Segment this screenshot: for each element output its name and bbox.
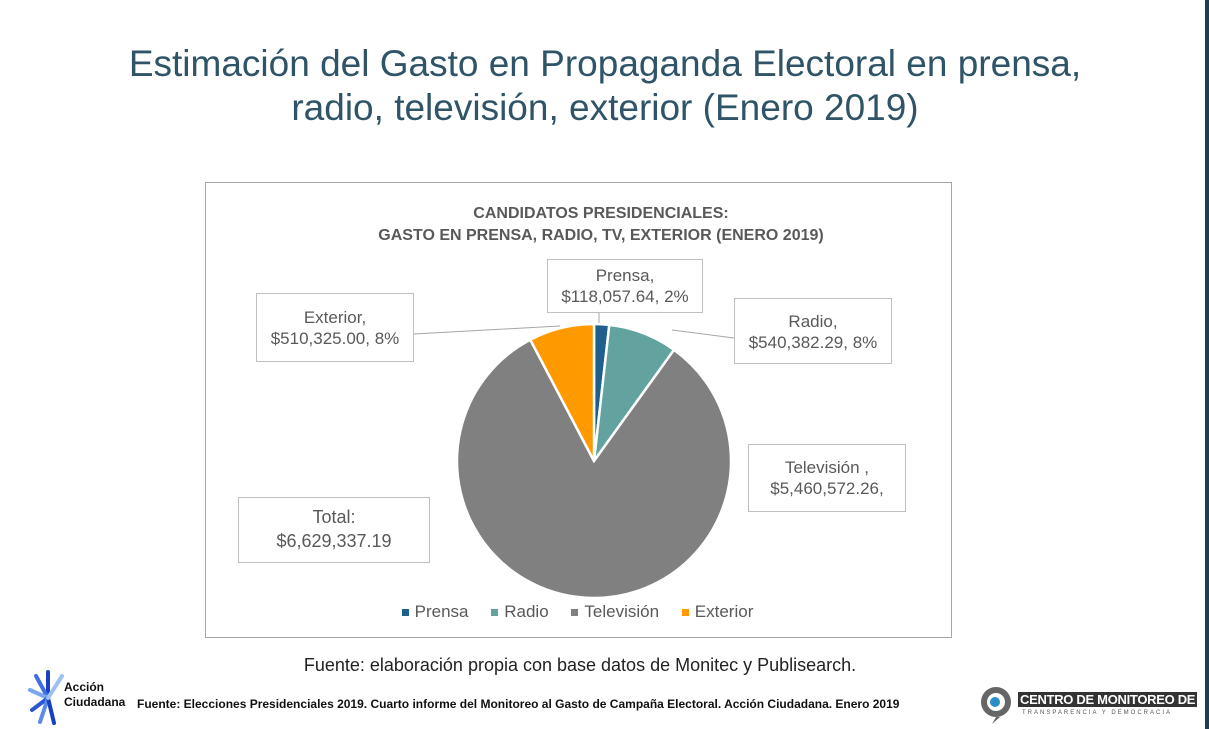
logo-text: TRANSPARENCIA Y DEMOCRACIA — [1022, 710, 1173, 716]
data-label-exterior: Exterior, $510,325.00, 8% — [256, 293, 414, 362]
data-label-text: $510,325.00, 8% — [270, 329, 400, 348]
logo-text: CENTRO DE MONITOREO DE — [1018, 692, 1198, 707]
legend-label: Televisión — [584, 602, 660, 621]
slide-edge-bar — [1205, 0, 1209, 729]
legend-swatch — [491, 609, 499, 617]
data-label-text: Televisión , — [784, 458, 870, 477]
data-label-text: $5,460,572.26, — [770, 479, 884, 498]
total-label: Total: $6,629,337.19 — [238, 497, 430, 563]
data-label-prensa: Prensa, $118,057.64, 2% — [547, 259, 703, 313]
legend-label: Radio — [504, 602, 549, 621]
data-label-text: $540,382.29, 8% — [748, 333, 878, 352]
legend-swatch — [401, 609, 409, 617]
source-note: Fuente: elaboración propia con base dato… — [303, 655, 857, 675]
total-label-value: $6,629,337.19 — [276, 531, 392, 551]
chart-title: CANDIDATOS PRESIDENCIALES: GASTO EN PREN… — [205, 203, 997, 247]
data-label-text: Exterior, — [303, 308, 367, 327]
logo-text: Acción — [64, 680, 105, 694]
pie-slice-television — [455, 338, 733, 600]
legend-label: Exterior — [694, 602, 754, 621]
total-label-text: Total: — [312, 507, 356, 527]
legend-item-television: Televisión — [571, 602, 659, 621]
slide-title: Estimación del Gasto en Propaganda Elect… — [20, 42, 1190, 130]
logo-eye-icon — [981, 687, 1011, 724]
chart-frame — [205, 182, 952, 638]
title-line-1: Estimación del Gasto en Propaganda Elect… — [128, 43, 1082, 84]
data-label-television: Televisión , $5,460,572.26, — [748, 444, 906, 512]
data-label-text: $118,057.64, 2% — [561, 287, 689, 306]
logo-burst-icon — [28, 670, 64, 725]
data-label-text: Prensa, — [595, 266, 655, 285]
legend-item-radio: Radio — [491, 602, 549, 621]
legend-swatch — [681, 609, 689, 617]
legend-label: Prensa — [414, 602, 469, 621]
logo-text: Ciudadana — [64, 695, 126, 709]
data-label-text: Radio, — [788, 312, 838, 331]
data-label-radio: Radio, $540,382.29, 8% — [734, 298, 892, 364]
leader-line — [671, 329, 735, 339]
chart-title-line-1: CANDIDATOS PRESIDENCIALES: — [473, 205, 729, 222]
accion-ciudadana-logo: Acción Ciudadana — [28, 668, 134, 726]
pie-slice-exterior — [528, 322, 596, 462]
centro-monitoreo-logo: CENTRO DE MONITOREO DE TRANSPARENCIA Y D… — [978, 684, 1198, 726]
legend-swatch — [571, 609, 579, 617]
legend-item-prensa: Prensa — [401, 602, 469, 621]
chart-legend: Prensa Radio Televisión Exterior — [205, 602, 950, 622]
footer-source: Fuente: Elecciones Presidenciales 2019. … — [137, 697, 900, 711]
legend-item-exterior: Exterior — [681, 602, 754, 621]
title-line-2: radio, televisión, exterior (Enero 2019) — [291, 87, 919, 128]
leader-line — [413, 325, 561, 335]
chart-title-line-2: GASTO EN PRENSA, RADIO, TV, EXTERIOR (EN… — [378, 227, 824, 244]
